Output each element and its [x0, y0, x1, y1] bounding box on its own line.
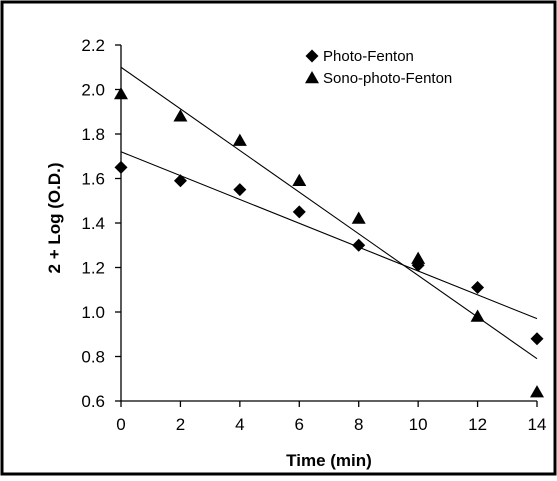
- y-axis-title: 2 + Log (O.D.): [45, 163, 64, 274]
- photo-fenton-point: [114, 160, 128, 174]
- sono-photo-fenton-point: [114, 86, 128, 100]
- legend-label-sono-photo-fenton: Sono-photo-Fenton: [323, 70, 452, 87]
- x-tick-label: 4: [235, 415, 244, 434]
- x-tick-label: 2: [176, 415, 185, 434]
- y-tick-label: 1.2: [81, 259, 105, 278]
- photo-fenton-trendline: [120, 151, 538, 320]
- x-tick-label: 8: [354, 415, 363, 434]
- y-tick-label: 1.0: [81, 303, 105, 322]
- x-tick-label: 14: [528, 415, 547, 434]
- y-tick-label: 1.4: [81, 214, 105, 233]
- sono-photo-fenton-point: [470, 309, 485, 322]
- y-tick-label: 1.6: [81, 170, 105, 189]
- x-tick-label: 0: [116, 415, 125, 434]
- x-tick-label: 6: [295, 415, 304, 434]
- sono-photo-fenton-point: [292, 173, 307, 186]
- sono-photo-fenton-point: [351, 211, 366, 224]
- photo-fenton-point: [530, 332, 544, 346]
- legend-label-photo-fenton: Photo-Fenton: [323, 48, 414, 65]
- photo-fenton-point: [352, 238, 366, 252]
- x-tick-label: 10: [409, 415, 428, 434]
- legend-marker-photo-fenton: [305, 49, 319, 63]
- photo-fenton-point: [233, 183, 247, 197]
- sono-photo-fenton-point: [173, 109, 188, 122]
- photo-fenton-point: [471, 281, 485, 295]
- sono-photo-fenton-point: [530, 385, 544, 398]
- legend: Photo-Fenton Sono-photo-Fenton: [305, 48, 452, 87]
- x-axis-title: Time (min): [286, 451, 372, 470]
- y-tick-label: 0.6: [81, 392, 105, 411]
- photo-fenton-point: [292, 205, 306, 219]
- photo-fenton-point: [173, 174, 187, 188]
- sono-photo-fenton-point: [232, 133, 247, 146]
- x-tick-label: 12: [468, 415, 487, 434]
- sono-photo-fenton-trendline: [120, 66, 538, 360]
- sono-photo-fenton-point: [411, 251, 426, 264]
- y-tick-label: 2.0: [81, 81, 105, 100]
- plot-area: 0.6 0.8 1.0 1.2 1.4 1.6 1.8 2.0 2.2 0 2 4 6 8 10 12 14: [81, 36, 546, 434]
- y-tick-label: 2.2: [81, 36, 105, 55]
- y-tick-label: 0.8: [81, 348, 105, 367]
- y-tick-label: 1.8: [81, 125, 105, 144]
- legend-marker-sono-photo-fenton: [305, 71, 319, 84]
